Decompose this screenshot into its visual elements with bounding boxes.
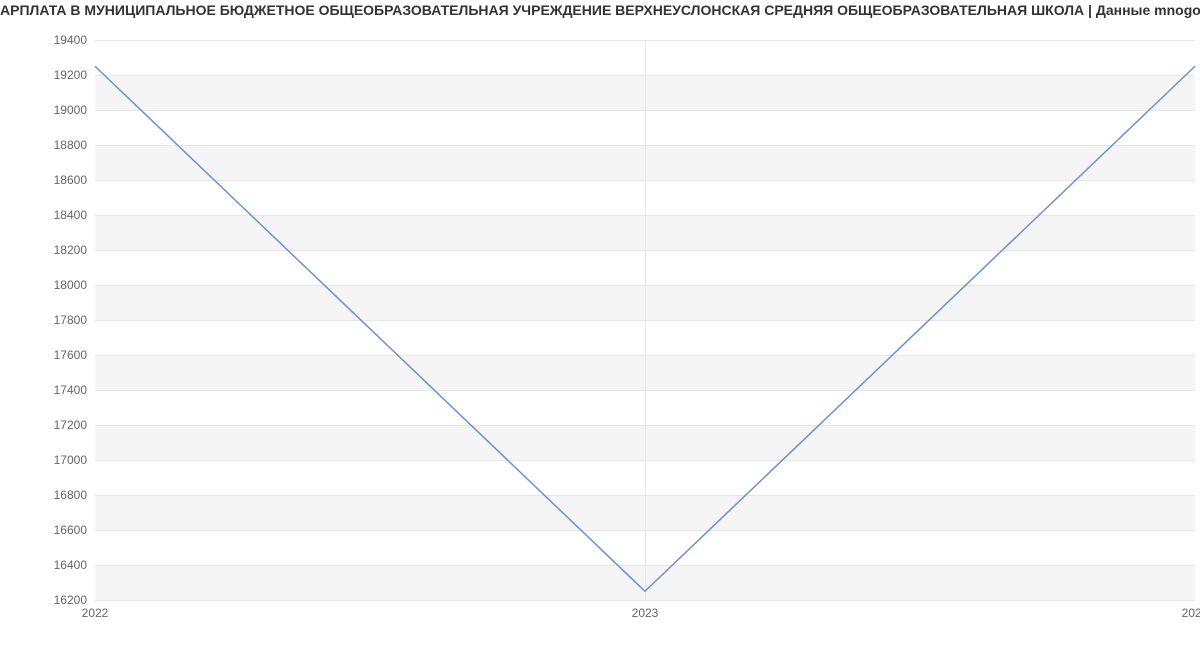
y-tick-label: 18600 <box>54 173 87 187</box>
plot-area: 1620016400166001680017000172001740017600… <box>95 40 1195 600</box>
y-tick-label: 18400 <box>54 208 87 222</box>
y-tick-label: 19000 <box>54 103 87 117</box>
y-tick-label: 17600 <box>54 348 87 362</box>
y-tick-label: 16200 <box>54 593 87 607</box>
y-tick-label: 16800 <box>54 488 87 502</box>
h-gridline <box>95 600 1195 601</box>
y-tick-label: 17400 <box>54 383 87 397</box>
y-tick-label: 17200 <box>54 418 87 432</box>
x-tick-label: 2024 <box>1182 606 1200 620</box>
chart-title: АРПЛАТА В МУНИЦИПАЛЬНОЕ БЮДЖЕТНОЕ ОБЩЕОБ… <box>0 2 1200 18</box>
y-tick-label: 16400 <box>54 558 87 572</box>
y-tick-label: 19400 <box>54 33 87 47</box>
y-tick-label: 17800 <box>54 313 87 327</box>
x-tick-label: 2023 <box>632 606 659 620</box>
y-tick-label: 18800 <box>54 138 87 152</box>
x-tick-label: 2022 <box>82 606 109 620</box>
chart-container: { "title": { "text": "АРПЛАТА В МУНИЦИПА… <box>0 0 1200 650</box>
y-tick-label: 16600 <box>54 523 87 537</box>
y-tick-label: 19200 <box>54 68 87 82</box>
y-tick-label: 18000 <box>54 278 87 292</box>
series-line <box>95 40 1195 600</box>
y-tick-label: 18200 <box>54 243 87 257</box>
y-tick-label: 17000 <box>54 453 87 467</box>
